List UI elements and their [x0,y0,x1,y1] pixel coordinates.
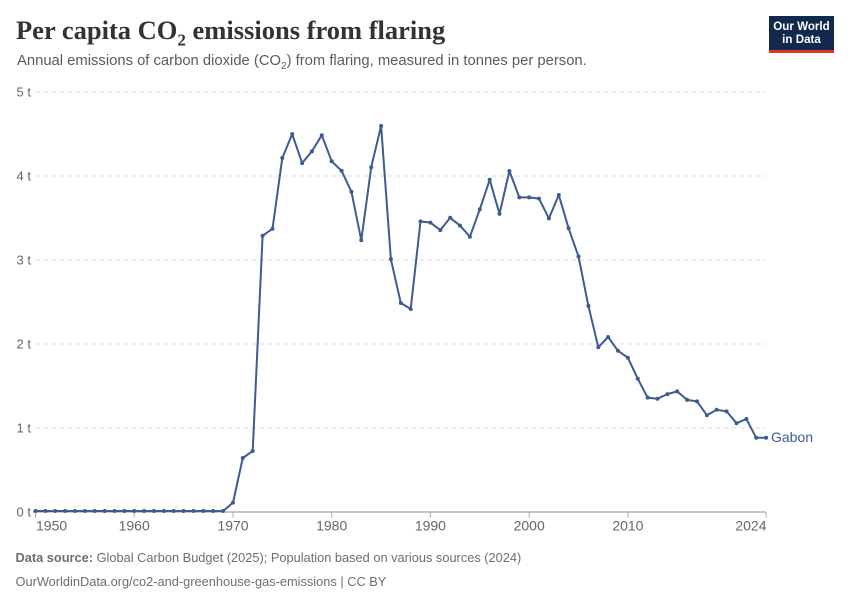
svg-text:1 t: 1 t [17,421,32,436]
svg-text:1950: 1950 [36,518,67,534]
svg-text:1990: 1990 [415,518,446,534]
svg-text:5 t: 5 t [17,85,32,100]
svg-text:2010: 2010 [612,518,643,534]
svg-text:4 t: 4 t [17,169,32,184]
svg-text:1980: 1980 [316,518,347,534]
svg-text:2024: 2024 [735,518,766,534]
svg-text:0 t: 0 t [17,505,32,520]
svg-text:Gabon: Gabon [771,429,813,445]
svg-text:2 t: 2 t [17,337,32,352]
svg-text:1970: 1970 [217,518,248,534]
svg-text:1960: 1960 [119,518,150,534]
svg-text:2000: 2000 [514,518,545,534]
svg-text:3 t: 3 t [17,253,32,268]
